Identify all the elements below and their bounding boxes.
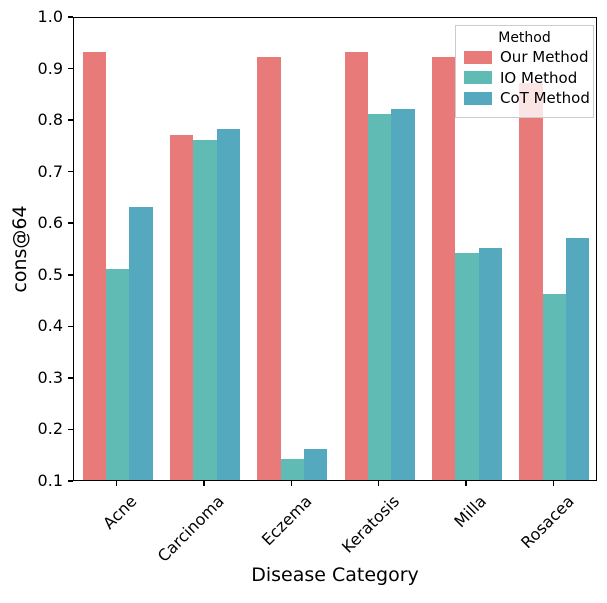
x-tick-label: Eczema [257,491,316,550]
x-tick [465,481,467,486]
x-tick-label: Rosacea [516,491,578,553]
x-tick [203,481,205,486]
bar-io-method-carcinoma [193,139,217,480]
y-tick-label: 0.8 [37,110,63,130]
legend-label: IO Method [500,68,578,87]
y-tick-label: 0.5 [37,264,63,284]
bar-our-method-acne [82,52,106,480]
bar-cot-method-keratosis [391,108,415,480]
legend-item-cot-method: CoT Method [464,89,590,107]
y-tick [68,67,73,70]
bar-cot-method-acne [129,206,153,480]
y-tick [68,16,73,18]
y-tick-label: 1.0 [37,7,63,26]
bar-cot-method-carcinoma [216,129,240,480]
bar-our-method-keratosis [344,52,368,480]
y-tick-label: 0.7 [37,161,63,181]
bar-cot-method-milla [478,248,502,480]
bar-cot-method-eczema [303,449,328,480]
bar-our-method-milla [432,57,456,480]
bar-io-method-rosacea [542,294,566,480]
x-tick [290,481,293,486]
legend-item-our-method: Our Method [464,48,589,66]
y-axis-label: cons@64 [9,205,31,293]
bar-our-method-rosacea [519,83,543,480]
bar-cot-method-rosacea [565,237,590,480]
legend-swatch-icon [464,50,492,64]
bar-io-method-milla [455,253,479,480]
y-tick [68,325,73,328]
y-tick-label: 0.1 [37,471,63,490]
x-tick [377,481,380,486]
x-tick-label: Carcinoma [153,491,229,566]
y-tick [68,377,73,379]
bar-our-method-carcinoma [170,134,194,480]
y-tick-label: 0.3 [37,367,63,387]
y-tick [68,170,73,173]
legend-swatch-icon [464,71,492,85]
legend-items: Our Method IO Method CoT Method [462,48,590,107]
y-tick [68,274,73,276]
bar-io-method-eczema [280,459,304,480]
bar-io-method-keratosis [368,113,392,480]
y-tick [68,428,73,431]
y-tick-label: 0.9 [37,58,63,78]
x-tick-label: Acne [99,491,141,533]
y-tick [68,222,73,224]
legend-label: Our Method [500,48,589,66]
bar-our-method-eczema [257,57,281,480]
legend-title: Method [498,30,551,46]
y-tick-label: 0.6 [37,213,63,233]
x-tick [552,481,555,486]
y-tick-label: 0.4 [37,316,63,336]
legend-label: CoT Method [500,89,590,107]
x-tick [115,481,118,486]
x-tick-label: Milla [450,491,491,532]
x-axis-label: Disease Category [251,564,419,586]
legend: Method Our Method IO Method CoT Method [455,25,594,118]
legend-swatch-icon [464,91,492,105]
y-tick [68,119,73,121]
x-tick-label: Keratosis [337,491,403,557]
legend-item-io-method: IO Method [464,68,587,87]
bar-io-method-acne [106,268,130,480]
y-tick [68,480,73,482]
y-tick-label: 0.2 [37,419,63,439]
